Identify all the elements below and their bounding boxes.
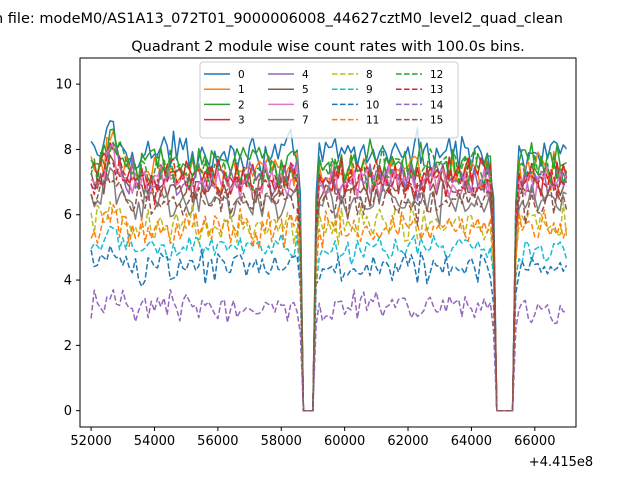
series-line-11 (90, 203, 568, 412)
x-tick-label: 54000 (134, 434, 175, 449)
legend-label: 3 (238, 115, 245, 127)
chart-title: Quadrant 2 module wise count rates with … (131, 39, 525, 55)
suptitle: n file: modeM0/AS1A13_072T01_9000006008_… (0, 11, 563, 27)
x-offset-label: +4.415e8 (529, 455, 593, 470)
series-line-13 (90, 155, 567, 412)
legend-box (199, 61, 459, 139)
y-tick-label: 2 (64, 339, 72, 354)
legend-label: 9 (366, 84, 373, 96)
legend-entry-6: 6 (268, 99, 309, 111)
x-tick-label: 66000 (514, 434, 555, 449)
y-tick-label: 10 (55, 78, 72, 93)
legend-label: 10 (366, 99, 379, 111)
x-tick-label: 52000 (70, 434, 111, 449)
legend-label: 7 (302, 115, 309, 127)
x-tick-label: 58000 (261, 434, 302, 449)
y-tick-label: 4 (64, 274, 72, 289)
legend-entry-13: 13 (396, 84, 443, 96)
legend-label: 12 (430, 69, 443, 81)
legend-entry-12: 12 (396, 69, 443, 81)
axes: 52000 54000 56000 58000 60000 62000 64000 66000… (55, 57, 577, 449)
legend-entry-5: 5 (268, 84, 309, 96)
legend-label: 13 (430, 84, 443, 96)
legend-label: 14 (430, 99, 444, 111)
legend-label: 1 (238, 84, 245, 96)
legend-entry-7: 7 (268, 115, 309, 127)
x-tick-label: 56000 (197, 434, 238, 449)
y-tick-label: 6 (64, 208, 72, 223)
series-line-1 (90, 130, 567, 412)
series-line-7 (90, 167, 567, 412)
legend-entry-0: 0 (204, 69, 245, 81)
x-tick-label: 62000 (387, 434, 428, 449)
series-line-0 (90, 120, 568, 412)
legend-entry-10: 10 (332, 99, 379, 111)
legend-label: 4 (302, 69, 309, 81)
legend-label: 2 (238, 99, 245, 111)
legend-label: 8 (366, 69, 373, 81)
legend-entry-3: 3 (204, 115, 245, 127)
x-tick-label: 64000 (451, 434, 492, 449)
legend-label: 15 (430, 115, 443, 127)
plot-area (90, 120, 568, 412)
legend-entry-14: 14 (396, 99, 444, 111)
legend-entry-1: 1 (204, 84, 245, 96)
series-line-15 (90, 173, 568, 412)
legend-label: 6 (302, 99, 309, 111)
series-line-2 (90, 128, 567, 412)
series-line-6 (90, 143, 568, 412)
y-tick-label: 0 (64, 404, 72, 419)
axes-frame (79, 57, 577, 428)
series-line-14 (90, 288, 567, 412)
legend-entry-4: 4 (268, 69, 309, 81)
legend-label: 11 (366, 115, 379, 127)
series-line-10 (90, 245, 568, 412)
legend-entry-8: 8 (332, 69, 373, 81)
legend-entry-11: 11 (332, 115, 379, 127)
series-line-9 (90, 225, 568, 412)
legend-label: 0 (238, 69, 245, 81)
legend-label: 5 (302, 84, 309, 96)
legend-entry-2: 2 (204, 99, 245, 111)
legend-entry-15: 15 (396, 115, 443, 127)
x-tick-label: 60000 (324, 434, 365, 449)
legend-entry-9: 9 (332, 84, 373, 96)
y-tick-label: 8 (64, 143, 72, 158)
